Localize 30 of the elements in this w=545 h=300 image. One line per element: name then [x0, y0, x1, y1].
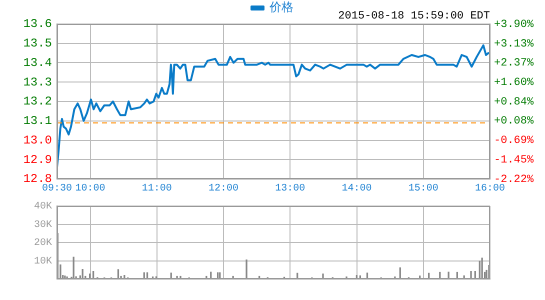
- y-tick-label: 20K: [34, 238, 52, 250]
- y2-tick-label: +1.60%: [494, 77, 534, 90]
- y2-tick-label: +3.90%: [494, 18, 534, 31]
- y-tick-label: 30K: [34, 220, 52, 231]
- legend-label: 价格: [268, 0, 294, 14]
- y-tick-label: 13.5: [23, 36, 52, 51]
- y-tick-label: 13.6: [23, 17, 52, 32]
- y2-tick-label: +3.13%: [494, 38, 534, 50]
- x-tick-label: 11:00: [142, 184, 172, 195]
- text: 2015-08-18 15:59:00 EDT: [338, 10, 490, 22]
- x-tick-label: 15:00: [408, 184, 438, 195]
- x-tick-label: 16:00: [474, 184, 506, 195]
- y2-tick-label: +2.37%: [494, 58, 534, 70]
- y-tick-label: 12.9: [23, 152, 52, 167]
- y-tick-label: 13.1: [23, 114, 52, 128]
- y-tick-label: 40K: [34, 202, 52, 213]
- y-tick-label: 13.0: [23, 133, 52, 148]
- y2-tick-label: -1.45%: [494, 154, 534, 166]
- y2-tick-label: +0.08%: [494, 116, 534, 128]
- y-tick-label: 13.3: [23, 75, 52, 90]
- x-tick-label: 14:00: [342, 184, 372, 195]
- y-tick-label: 13.4: [23, 56, 52, 70]
- y2-tick-label: +0.84%: [494, 96, 534, 108]
- y-tick-label: 10K: [34, 256, 52, 268]
- y2-tick-label: -0.69%: [494, 135, 534, 148]
- y-tick-label: 13.2: [23, 94, 52, 109]
- x-tick-label: 12:00: [208, 184, 239, 195]
- x-tick-label: 09:30: [42, 184, 72, 195]
- x-tick-label: 10:00: [75, 184, 106, 195]
- x-tick-label: 13:00: [275, 184, 306, 195]
